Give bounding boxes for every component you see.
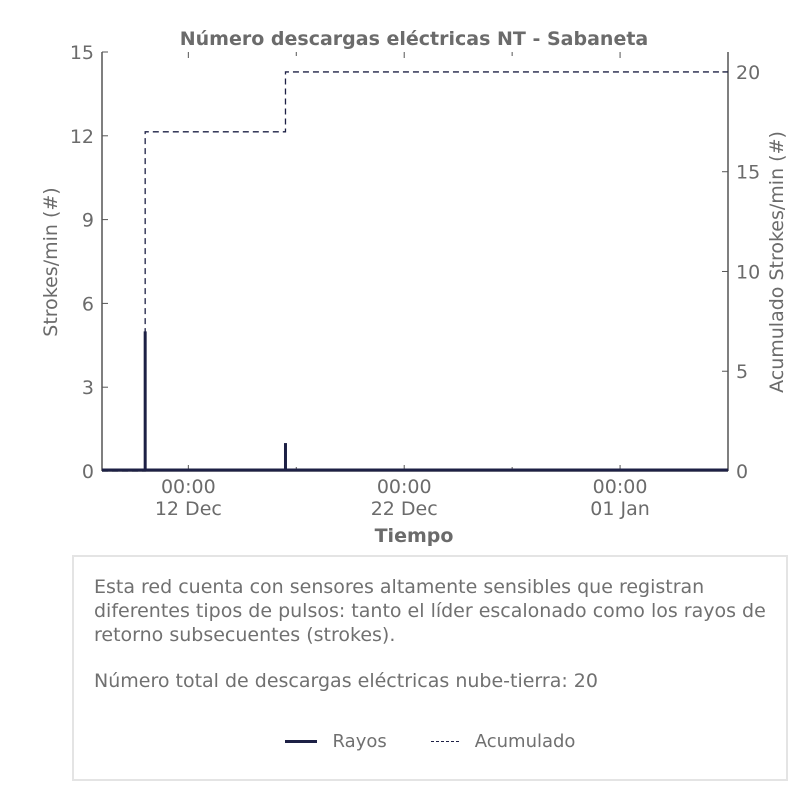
y-right-tick-label: 20 — [736, 62, 760, 84]
y-right-tick-label: 10 — [736, 261, 760, 283]
legend-item-acumulado: Acumulado — [430, 730, 576, 752]
legend-swatch-acumulado — [430, 740, 459, 742]
x-tick-label-time: 00:00 — [161, 476, 216, 498]
x-axis-label: Tiempo — [375, 525, 454, 547]
x-tick-label-date: 12 Dec — [155, 498, 222, 520]
chart-title: Número descargas eléctricas NT - Sabanet… — [180, 28, 649, 50]
info-description: Esta red cuenta con sensores altamente s… — [94, 576, 766, 646]
info-panel: Esta red cuenta con sensores altamente s… — [72, 555, 788, 781]
legend: Rayos Acumulado — [74, 729, 786, 753]
legend-item-rayos: Rayos — [284, 730, 387, 752]
x-tick-label-date: 22 Dec — [371, 498, 438, 520]
y-axis-label: Strokes/min (#) — [40, 187, 62, 336]
y-tick-label: 15 — [70, 42, 94, 64]
x-tick-label-time: 00:00 — [593, 476, 648, 498]
y-right-tick-label: 0 — [736, 461, 748, 483]
y-tick-label: 12 — [70, 126, 94, 148]
x-tick-label-time: 00:00 — [377, 476, 432, 498]
y-tick-label: 6 — [82, 293, 94, 315]
lightning-chart: Número descargas eléctricas NT - Sabanet… — [40, 28, 788, 547]
y-axis-right-label: Acumulado Strokes/min (#) — [766, 131, 788, 393]
legend-swatch-rayos — [284, 739, 317, 743]
y-tick-label: 9 — [82, 210, 94, 232]
legend-label-rayos: Rayos — [332, 730, 387, 752]
series-acumulado-line — [102, 71, 728, 472]
y-tick-label: 0 — [82, 461, 94, 483]
legend-label-acumulado: Acumulado — [474, 730, 576, 752]
y-tick-label: 3 — [82, 377, 94, 399]
y-right-tick-label: 5 — [736, 361, 748, 383]
x-tick-label-date: 01 Jan — [590, 498, 650, 520]
y-right-tick-label: 15 — [736, 162, 760, 184]
info-total: Número total de descargas eléctricas nub… — [94, 670, 598, 692]
